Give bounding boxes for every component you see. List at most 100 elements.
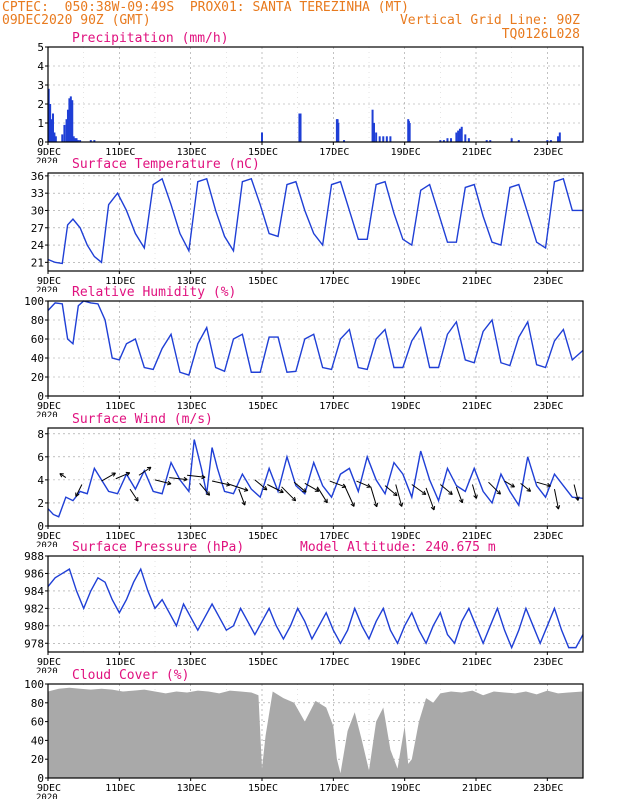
y-tick-label: 6	[37, 451, 44, 464]
precip-bar	[382, 136, 385, 142]
wind-arrow	[471, 484, 477, 499]
x-tick-label: 23DEC	[533, 657, 563, 668]
wind-arrow-head	[262, 485, 268, 491]
precip-bar	[93, 140, 96, 142]
precip-bar	[337, 123, 340, 142]
wind-arrow	[411, 484, 427, 495]
wind-arrow	[395, 484, 403, 507]
wind-arrow-head	[134, 497, 139, 502]
wind-arrow-head	[323, 498, 328, 504]
wind-arrow	[440, 484, 453, 495]
wind-arrow	[384, 485, 398, 497]
x-tick-label: 17DEC	[319, 147, 349, 158]
y-tick-label: 0	[37, 136, 44, 149]
wind-arrow	[455, 486, 463, 503]
wind-arrow	[553, 489, 559, 510]
wind-arrow-head	[421, 490, 427, 495]
x-year-label: 2020	[36, 667, 58, 677]
temp-title: Surface Temperature (nC)	[72, 157, 260, 172]
y-tick-label: 4	[37, 474, 44, 487]
wind-arrow-head	[302, 488, 307, 493]
y-tick-label: 986	[24, 567, 44, 580]
x-tick-label: 9DEC	[37, 401, 61, 412]
wind-arrow	[199, 483, 210, 496]
wind-arrow-head	[146, 466, 152, 472]
x-tick-label: 19DEC	[391, 401, 421, 412]
wind-title: Surface Wind (m/s)	[72, 412, 213, 427]
wind-arrow	[573, 484, 579, 501]
x-tick-label: 19DEC	[391, 276, 421, 287]
precip-panel: Precipitation (mm/h) 0 1 2 3 4 5 9DEC 11DEC 13DEC…	[36, 31, 584, 167]
precip-bar	[89, 140, 92, 142]
rh-panel: Relative Humidity (%) 0 20 40 60 80 100 9DEC 11D…	[24, 285, 584, 421]
x-tick-label: 23DEC	[533, 276, 563, 287]
precip-bar	[558, 132, 561, 142]
wind-arrow	[304, 482, 320, 492]
y-tick-label: 60	[31, 333, 44, 346]
wind-arrow	[316, 486, 328, 504]
precip-bar	[546, 140, 549, 142]
precip-bar	[458, 128, 461, 142]
wind-arrow	[293, 481, 307, 493]
cloud-frame	[47, 683, 584, 779]
y-tick-label: 24	[31, 239, 45, 252]
x-tick-label: 17DEC	[319, 657, 349, 668]
y-tick-label: 27	[31, 222, 44, 235]
x-tick-label: 13DEC	[177, 657, 207, 668]
wind-arrow-head	[279, 488, 284, 494]
wind-arrow	[536, 481, 551, 487]
precip-bar	[299, 113, 302, 142]
wind-arrow	[267, 484, 284, 493]
x-tick-label: 9DEC	[37, 657, 61, 668]
wind-arrow-head	[459, 498, 464, 504]
wind-arrow-head	[125, 471, 131, 477]
x-tick-label: 15DEC	[248, 783, 278, 794]
x-tick-label: 21DEC	[462, 401, 492, 412]
precip-bar	[68, 98, 71, 142]
x-tick-label: 9DEC	[37, 147, 61, 158]
y-tick-label: 21	[31, 256, 44, 269]
x-tick-label: 19DEC	[391, 147, 421, 158]
x-year-label: 2020	[36, 793, 58, 800]
x-tick-label: 13DEC	[177, 783, 207, 794]
model-altitude-label: Model Altitude: 240.675 m	[300, 540, 496, 555]
precip-bar	[343, 140, 346, 142]
x-tick-label: 19DEC	[391, 783, 421, 794]
pressure-title: Surface Pressure (hPa)	[72, 540, 244, 555]
y-tick-label: 100	[24, 295, 44, 308]
wind-arrow	[329, 480, 346, 488]
wind-arrow-head	[75, 492, 80, 497]
y-tick-label: 980	[24, 620, 44, 633]
x-year-label: 2020	[36, 541, 58, 551]
temp-panel: Surface Temperature (nC) 21 24 27 30 33 36 9DEC…	[31, 157, 584, 296]
y-tick-label: 40	[31, 734, 44, 747]
x-tick-label: 23DEC	[533, 783, 563, 794]
x-year-label: 2020	[36, 157, 58, 167]
x-tick-label: 15DEC	[248, 147, 278, 158]
y-tick-label: 0	[37, 520, 44, 533]
x-tick-label: 13DEC	[177, 531, 207, 542]
wind-arrow-head	[366, 483, 371, 488]
x-tick-label: 11DEC	[105, 783, 135, 794]
x-tick-label: 17DEC	[319, 276, 349, 287]
cloud-title: Cloud Cover (%)	[72, 668, 189, 683]
precip-bar	[72, 136, 75, 142]
wind-line	[47, 439, 584, 518]
wind-arrow-head	[555, 505, 561, 510]
precip-bar	[467, 138, 470, 142]
y-tick-label: 988	[24, 550, 44, 563]
precip-bar	[66, 109, 69, 142]
wind-arrow-head	[59, 473, 64, 478]
wind-arrow-head	[473, 494, 478, 499]
wind-arrow	[281, 486, 296, 502]
wind-arrow-head	[167, 480, 172, 486]
x-tick-label: 15DEC	[248, 401, 278, 412]
wind-arrow	[356, 480, 371, 488]
x-year-label: 2020	[36, 411, 58, 421]
y-tick-label: 40	[31, 352, 44, 365]
cloud-area	[48, 687, 583, 778]
y-tick-label: 100	[24, 678, 44, 691]
wind-arrow	[75, 484, 83, 497]
precip-bar	[76, 140, 79, 142]
